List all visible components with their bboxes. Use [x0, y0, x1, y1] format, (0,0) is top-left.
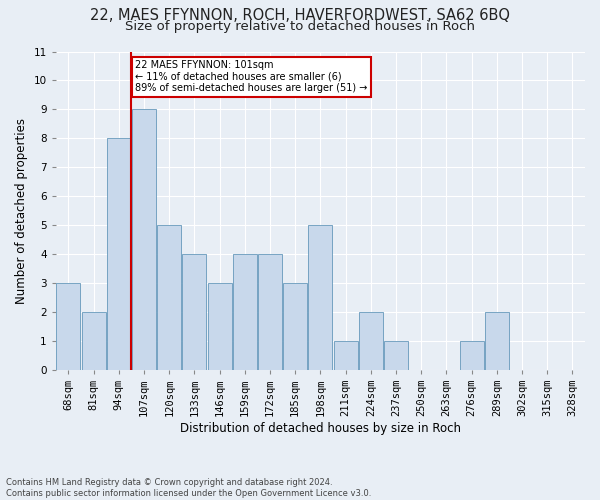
Text: Size of property relative to detached houses in Roch: Size of property relative to detached ho… — [125, 20, 475, 33]
Bar — [182, 254, 206, 370]
Text: 22, MAES FFYNNON, ROCH, HAVERFORDWEST, SA62 6BQ: 22, MAES FFYNNON, ROCH, HAVERFORDWEST, S… — [90, 8, 510, 22]
Bar — [258, 254, 282, 370]
Bar — [384, 341, 408, 370]
Bar — [132, 110, 156, 370]
Bar — [107, 138, 131, 370]
Bar — [308, 225, 332, 370]
X-axis label: Distribution of detached houses by size in Roch: Distribution of detached houses by size … — [180, 422, 461, 435]
Bar — [208, 283, 232, 370]
Text: Contains HM Land Registry data © Crown copyright and database right 2024.
Contai: Contains HM Land Registry data © Crown c… — [6, 478, 371, 498]
Text: 22 MAES FFYNNON: 101sqm
← 11% of detached houses are smaller (6)
89% of semi-det: 22 MAES FFYNNON: 101sqm ← 11% of detache… — [135, 60, 368, 94]
Bar — [283, 283, 307, 370]
Bar — [82, 312, 106, 370]
Bar — [56, 283, 80, 370]
Bar — [359, 312, 383, 370]
Bar — [460, 341, 484, 370]
Bar — [157, 225, 181, 370]
Bar — [334, 341, 358, 370]
Bar — [233, 254, 257, 370]
Bar — [485, 312, 509, 370]
Y-axis label: Number of detached properties: Number of detached properties — [15, 118, 28, 304]
